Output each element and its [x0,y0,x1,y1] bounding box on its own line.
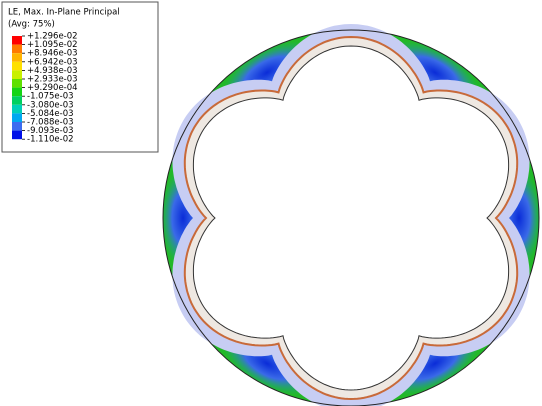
legend-swatch [12,122,22,131]
legend-swatch [12,53,22,62]
legend-label: +2.933e-03 [27,75,78,85]
legend-label: -9.093e-03 [27,126,74,136]
legend-title: LE, Max. In-Plane Principal [8,8,120,18]
legend-swatch [12,70,22,79]
legend-label: +4.938e-03 [27,66,78,76]
legend-swatch [12,87,22,97]
legend-swatch [12,113,22,122]
legend-label: -3.080e-03 [27,100,74,110]
legend-label: -1.110e-02 [27,135,74,145]
legend-box [1,1,159,153]
legend-label: -5.084e-03 [27,109,74,119]
contour-model [162,24,540,406]
legend-label: +6.942e-03 [27,57,78,67]
legend-label: +9.290e-04 [27,83,78,93]
legend-label: -1.075e-03 [27,92,74,102]
legend-swatch [12,104,22,114]
legend-subtitle: (Avg: 75%) [8,20,55,30]
legend-swatch [12,36,22,45]
legend-swatch [12,61,22,71]
legend-label: +1.296e-02 [27,32,78,42]
legend-label: +8.946e-03 [27,49,78,59]
legend-swatch [12,79,22,88]
legend: LE, Max. In-Plane Principal (Avg: 75%) +… [1,1,159,153]
legend-swatch [12,44,22,54]
legend-label: -7.088e-03 [27,118,74,128]
legend-swatch [12,96,22,105]
outer-edge [162,29,540,406]
legend-label: +1.095e-02 [27,40,78,50]
hole [192,45,510,391]
legend-swatch [12,130,22,140]
